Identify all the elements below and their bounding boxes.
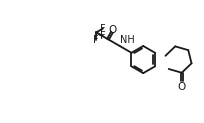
Text: F: F (100, 23, 105, 34)
Text: O: O (108, 25, 116, 35)
Text: F: F (93, 35, 99, 45)
Text: F: F (100, 31, 105, 41)
Text: O: O (177, 82, 185, 92)
Text: NH: NH (120, 35, 134, 45)
